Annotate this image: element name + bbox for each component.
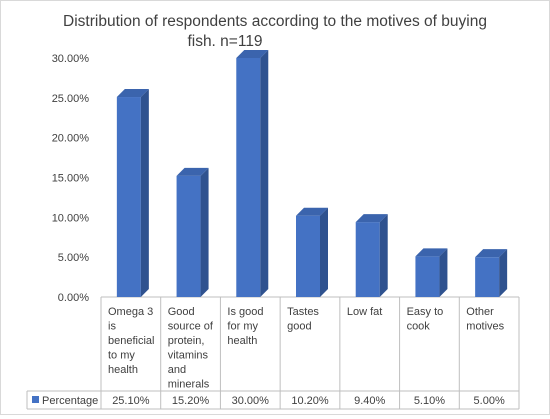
- y-tick-label: 5.00%: [58, 252, 89, 264]
- bar-side: [499, 249, 508, 297]
- category-label: Other motives: [466, 306, 504, 333]
- bar-front: [415, 256, 440, 297]
- category-label: Easy to cook: [407, 306, 444, 333]
- y-tick-label: 10.00%: [52, 212, 90, 224]
- chart-title-line-2: fish. n=119: [187, 33, 262, 50]
- legend-label: Percentage: [42, 395, 98, 407]
- bar: [176, 167, 209, 297]
- bar: [475, 249, 508, 297]
- bar-side: [200, 167, 209, 297]
- bar-top: [116, 89, 149, 98]
- y-tick-label: 25.00%: [52, 93, 90, 105]
- data-table-value: 15.20%: [172, 395, 210, 407]
- category-label: Tastes good: [287, 306, 319, 333]
- category-label: Is good for my health: [227, 306, 263, 347]
- legend-swatch: [32, 396, 39, 403]
- data-table-value: 10.20%: [291, 395, 329, 407]
- data-table-value: 30.00%: [232, 395, 270, 407]
- bar-front: [176, 175, 201, 297]
- bar: [116, 89, 149, 297]
- bar-top: [415, 248, 448, 257]
- data-table-value: 25.10%: [112, 395, 150, 407]
- bar-front: [296, 215, 320, 297]
- bar-side: [320, 207, 328, 297]
- bar-top: [355, 214, 388, 223]
- bar-side: [140, 89, 149, 297]
- y-tick-label: 0.00%: [58, 292, 89, 304]
- bar: [296, 207, 328, 297]
- bar: [415, 248, 448, 297]
- category-label: Omega 3 is beneficial to my health: [108, 306, 154, 376]
- bar-front: [116, 97, 141, 297]
- category-label: Low fat: [347, 306, 382, 318]
- bar-side: [260, 50, 269, 297]
- chart-title-line-1: Distribution of respondents according to…: [63, 13, 487, 30]
- data-table-value: 5.00%: [474, 395, 505, 407]
- y-tick-label: 15.00%: [52, 173, 90, 185]
- bar-front: [355, 222, 380, 297]
- bar-top: [296, 207, 328, 216]
- bar-side: [379, 214, 388, 297]
- bar-side: [439, 248, 448, 297]
- bar: [355, 214, 388, 297]
- y-tick-label: 30.00%: [52, 53, 90, 65]
- bar-top: [176, 167, 209, 176]
- bar-top: [236, 50, 269, 58]
- bar: [236, 50, 269, 297]
- data-table-value: 5.10%: [414, 395, 445, 407]
- bar-top: [475, 249, 508, 258]
- y-tick-label: 20.00%: [52, 133, 90, 145]
- category-label: Good source of protein, vitamins and minerals: [168, 306, 214, 391]
- data-table-value: 9.40%: [354, 395, 385, 407]
- bar-front: [475, 257, 500, 297]
- bar-front: [236, 58, 261, 297]
